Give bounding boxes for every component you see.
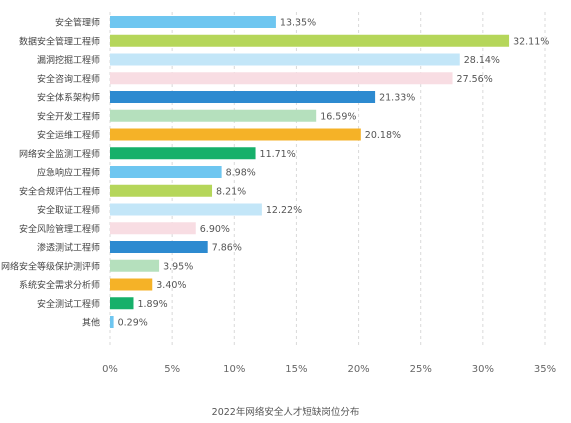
category-label: 安全取证工程师 (37, 204, 100, 216)
value-label: 8.98% (226, 168, 256, 179)
category-label: 网络安全等级保护测评师 (1, 260, 100, 272)
bar (110, 166, 222, 178)
bar (110, 241, 208, 253)
value-label: 16.59% (320, 111, 356, 122)
value-label: 8.21% (216, 186, 246, 197)
bar (110, 109, 317, 122)
bar (110, 53, 460, 66)
value-label: 6.90% (200, 224, 230, 235)
value-label: 27.56% (457, 74, 493, 85)
value-label: 13.35% (280, 18, 316, 29)
category-label: 安全体系架构师 (37, 92, 100, 104)
category-label: 安全管理师 (55, 17, 100, 29)
bar-chart: 安全管理师数据安全管理工程师漏洞挖掘工程师安全咨询工程师安全体系架构师安全开发工… (1, 12, 556, 375)
value-label: 12.22% (266, 205, 302, 216)
bar (110, 222, 196, 235)
value-label: 32.11% (513, 36, 549, 47)
x-tick-label: 5% (164, 364, 180, 375)
value-label: 20.18% (365, 130, 401, 141)
value-label: 28.14% (464, 55, 500, 66)
category-label: 安全运维工程师 (37, 129, 100, 141)
category-labels: 安全管理师数据安全管理工程师漏洞挖掘工程师安全咨询工程师安全体系架构师安全开发工… (1, 17, 100, 329)
value-label: 7.86% (212, 243, 242, 254)
x-tick-label: 10% (223, 364, 245, 375)
category-label: 安全合规评估工程师 (19, 185, 100, 197)
category-label: 渗透测试工程师 (37, 242, 100, 254)
bar (110, 72, 453, 85)
bar (110, 316, 114, 328)
value-labels: 13.35% 32.11% 28.14% 27.56% 21.33% 16.59% 20.1… (118, 18, 550, 329)
category-label: 安全咨询工程师 (37, 73, 100, 85)
x-tick-label: 20% (347, 364, 369, 375)
bar (110, 128, 361, 141)
bar (110, 147, 256, 160)
bar (110, 91, 376, 103)
value-label: 21.33% (379, 93, 415, 104)
chart-title: 2022年网络安全人才短缺岗位分布 (211, 407, 360, 418)
category-label: 安全风险管理工程师 (19, 223, 100, 235)
x-tick-label: 30% (472, 364, 494, 375)
bar (110, 278, 153, 291)
x-axis-ticks: 0% 5% 10% 15% 20% 25% 30% 35% (102, 364, 556, 375)
bar (110, 259, 160, 272)
grid-lines (109, 12, 546, 347)
value-label: 1.89% (137, 299, 167, 310)
bars (110, 16, 510, 328)
category-label: 安全开发工程师 (37, 110, 100, 122)
category-label: 数据安全管理工程师 (19, 35, 100, 47)
category-label: 其他 (82, 317, 100, 329)
x-tick-label: 25% (410, 364, 432, 375)
category-label: 应急响应工程师 (37, 167, 100, 179)
category-label: 安全测试工程师 (37, 298, 100, 310)
value-label: 0.29% (118, 318, 148, 329)
category-label: 系统安全需求分析师 (19, 279, 100, 291)
category-label: 漏洞挖掘工程师 (37, 54, 100, 66)
bar (110, 297, 134, 310)
bar (110, 34, 510, 47)
category-label: 网络安全监测工程师 (19, 148, 100, 160)
x-tick-label: 0% (102, 364, 118, 375)
x-tick-label: 15% (285, 364, 307, 375)
value-label: 3.40% (156, 280, 186, 291)
bar (110, 16, 276, 28)
bar (110, 184, 213, 197)
value-label: 3.95% (163, 261, 193, 272)
value-label: 11.71% (260, 149, 296, 160)
x-tick-label: 35% (534, 364, 556, 375)
bar (110, 203, 262, 216)
